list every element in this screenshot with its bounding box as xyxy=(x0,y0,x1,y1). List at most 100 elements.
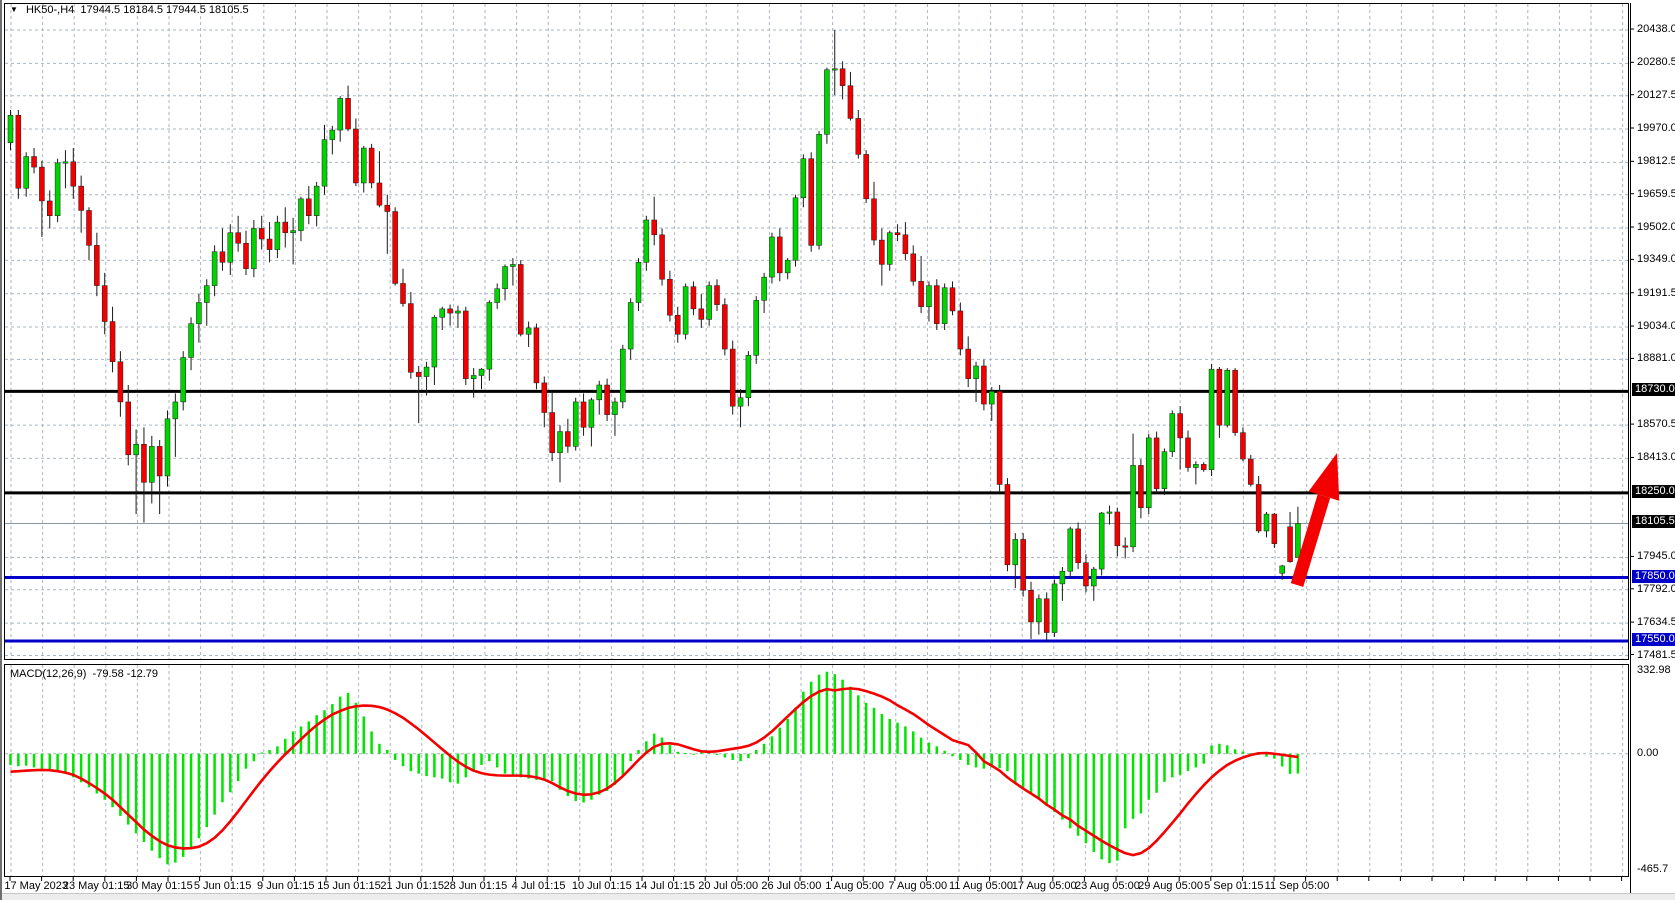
candle xyxy=(243,243,249,269)
candle xyxy=(447,308,453,314)
date-label: 11 Aug 05:00 xyxy=(948,880,1014,892)
macd-bar xyxy=(786,718,789,754)
macd-bar xyxy=(409,753,413,772)
candle xyxy=(886,232,893,265)
candle xyxy=(1240,432,1246,460)
macd-bar xyxy=(566,753,570,797)
candle xyxy=(690,286,697,310)
price-tick-label: 18881.0 xyxy=(1637,352,1675,365)
macd-bar xyxy=(32,753,36,768)
candle xyxy=(706,285,712,320)
macd-bar xyxy=(715,753,719,755)
date-label: 4 Jul 01:15 xyxy=(511,880,566,892)
candle xyxy=(604,384,610,415)
macd-bar xyxy=(833,674,836,754)
candle xyxy=(196,302,202,324)
candle xyxy=(784,259,791,274)
macd-bar xyxy=(676,751,679,754)
macd-bar xyxy=(1218,743,1221,754)
macd-bar xyxy=(1092,753,1096,852)
candle xyxy=(1146,437,1152,508)
macd-bar xyxy=(927,742,931,754)
candle xyxy=(1130,465,1136,548)
candle xyxy=(934,285,940,324)
macd-bar xyxy=(582,753,585,803)
candle xyxy=(565,431,571,447)
candle xyxy=(31,156,37,168)
candle xyxy=(1083,562,1089,587)
candle xyxy=(643,219,650,263)
macd-bar xyxy=(731,753,734,760)
price-tick-label: 19659.5 xyxy=(1637,187,1675,200)
macd-bar xyxy=(236,753,240,782)
price-chart-canvas[interactable] xyxy=(4,3,1629,660)
candle xyxy=(682,286,689,335)
candle xyxy=(141,443,147,483)
macd-bar xyxy=(1233,749,1237,754)
macd-bar xyxy=(393,753,397,760)
candle xyxy=(918,281,924,307)
macd-bar xyxy=(912,731,915,754)
arrow-head[interactable] xyxy=(1308,453,1340,501)
candle xyxy=(902,234,909,255)
chevron-down-icon[interactable]: ▼ xyxy=(10,5,18,14)
macd-bar xyxy=(1273,753,1276,759)
candle xyxy=(1279,565,1285,574)
macd-bar xyxy=(1069,753,1072,829)
candle xyxy=(620,348,626,403)
macd-chart[interactable] xyxy=(5,665,1628,876)
macd-bar xyxy=(284,738,287,754)
price-tick-label: 19812.5 xyxy=(1637,155,1675,168)
price-tick-label: 17945.0 xyxy=(1637,550,1675,563)
macd-bar xyxy=(1084,753,1088,844)
candle xyxy=(290,230,296,233)
macd-bar xyxy=(935,746,939,754)
macd-bar xyxy=(503,753,507,774)
price-badge: 17850.0 xyxy=(1632,569,1675,583)
candle xyxy=(1122,545,1128,548)
candle xyxy=(1177,413,1183,439)
macd-bar xyxy=(888,718,891,754)
macd-bar xyxy=(150,753,154,851)
candle xyxy=(306,198,312,217)
candle xyxy=(777,236,783,274)
candle xyxy=(1138,465,1144,508)
macd-bar xyxy=(127,753,130,825)
candle xyxy=(1248,458,1254,485)
candle xyxy=(47,200,53,217)
macd-bar xyxy=(495,753,499,768)
candle xyxy=(1295,523,1301,558)
macd-bar xyxy=(213,753,216,815)
candle xyxy=(855,118,862,155)
candle xyxy=(1051,583,1058,633)
macd-bar xyxy=(802,691,805,754)
candle xyxy=(78,185,84,211)
candle xyxy=(502,266,508,289)
candle xyxy=(1059,570,1066,585)
macd-bar xyxy=(221,753,224,803)
price-tick-label: 19349.0 xyxy=(1637,253,1675,266)
candle xyxy=(1153,437,1160,489)
macd-bar xyxy=(401,753,405,767)
arrow-shaft[interactable] xyxy=(1290,494,1331,587)
price-tick-label: 20438.0 xyxy=(1637,23,1675,35)
macd-bar xyxy=(441,753,444,779)
macd-bar xyxy=(794,707,797,754)
candle xyxy=(1185,437,1191,468)
candlestick-chart[interactable] xyxy=(5,4,1628,659)
date-label: 20 Jul 05:00 xyxy=(698,880,759,892)
candle xyxy=(816,134,822,246)
candle xyxy=(1012,539,1019,566)
candle xyxy=(941,287,948,324)
macd-name: MACD(12,26,9) xyxy=(10,668,87,680)
candle xyxy=(368,147,375,184)
macd-bar xyxy=(1061,753,1064,820)
macd-bar xyxy=(841,679,844,754)
macd-bar xyxy=(864,702,868,754)
candle xyxy=(227,232,234,263)
macd-panel-canvas[interactable] xyxy=(4,664,1629,877)
candle xyxy=(211,251,218,286)
candle xyxy=(1091,568,1097,587)
candle xyxy=(282,221,288,233)
time-axis: 17 May 2023 23 May 01:15 30 May 01:15 5 Jun… xyxy=(4,877,1629,894)
